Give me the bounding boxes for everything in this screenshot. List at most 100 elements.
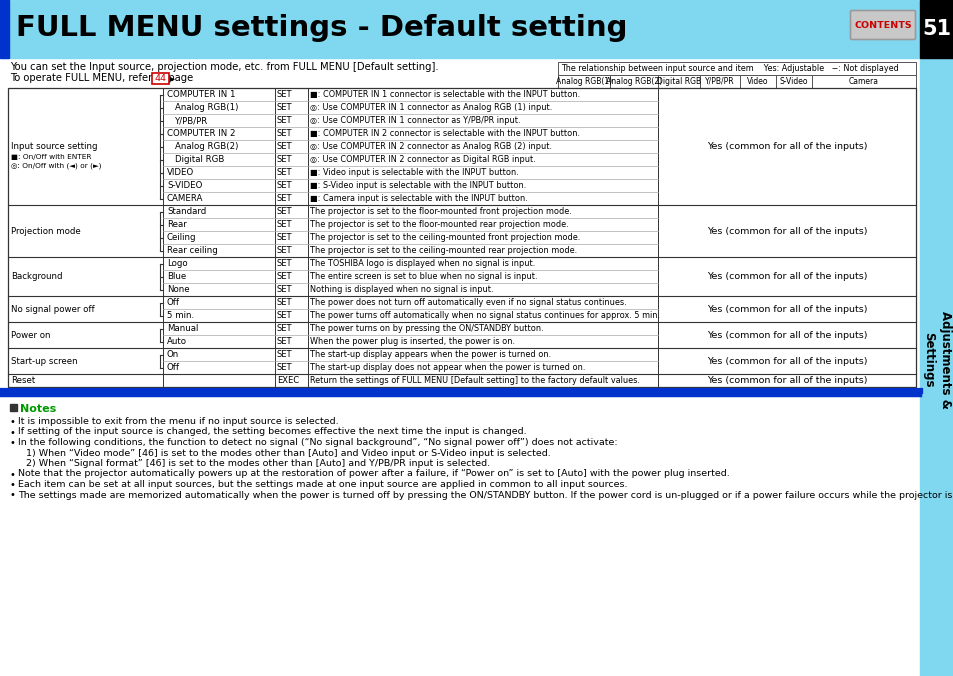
Text: ◎: Use COMPUTER IN 2 connector as Analog RGB (2) input.: ◎: Use COMPUTER IN 2 connector as Analog…	[310, 142, 552, 151]
Text: SET: SET	[276, 311, 293, 320]
Text: •: •	[10, 417, 16, 427]
Text: SET: SET	[276, 298, 293, 307]
Text: SET: SET	[276, 246, 293, 255]
Text: 51: 51	[922, 19, 950, 39]
Text: If setting of the input source is changed, the setting becomes effective the nex: If setting of the input source is change…	[18, 427, 526, 437]
Text: Yes (common for all of the inputs): Yes (common for all of the inputs)	[706, 356, 866, 366]
Text: EXEC: EXEC	[276, 376, 299, 385]
Text: ■: On/Off with ENTER: ■: On/Off with ENTER	[11, 153, 91, 160]
Text: Nothing is displayed when no signal is input.: Nothing is displayed when no signal is i…	[310, 285, 493, 294]
Text: Power on: Power on	[11, 331, 51, 339]
Text: Rear ceiling: Rear ceiling	[167, 246, 217, 255]
Text: 2) When “Signal format” [46] is set to the modes other than [Auto] and Y/PB/PR i: 2) When “Signal format” [46] is set to t…	[26, 459, 490, 468]
Text: ◎: Use COMPUTER IN 1 connector as Y/PB/PR input.: ◎: Use COMPUTER IN 1 connector as Y/PB/P…	[310, 116, 520, 125]
Text: ■: S-Video input is selectable with the INPUT button.: ■: S-Video input is selectable with the …	[310, 181, 526, 190]
Text: S-Video: S-Video	[779, 77, 807, 86]
Text: Video: Video	[746, 77, 768, 86]
Bar	[775, 75, 811, 88]
Text: Manual: Manual	[167, 324, 198, 333]
Text: ■: COMPUTER IN 2 connector is selectable with the INPUT button.: ■: COMPUTER IN 2 connector is selectable…	[310, 129, 579, 138]
Text: SET: SET	[276, 168, 293, 177]
Text: SET: SET	[276, 350, 293, 359]
Text: SET: SET	[276, 155, 293, 164]
Text: CONTENTS: CONTENTS	[853, 20, 911, 30]
Text: Rear: Rear	[167, 220, 187, 229]
Text: SET: SET	[276, 194, 293, 203]
Text: SET: SET	[276, 90, 293, 99]
Text: SET: SET	[276, 272, 293, 281]
Bar	[10, 404, 17, 411]
Text: Each item can be set at all input sources, but the settings made at one input so: Each item can be set at all input source…	[18, 480, 627, 489]
Text: The projector is set to the floor-mounted front projection mode.: The projector is set to the floor-mounte…	[310, 207, 571, 216]
Text: Y/PB/PR: Y/PB/PR	[704, 77, 734, 86]
Text: SET: SET	[276, 363, 293, 372]
Text: The TOSHIBA logo is displayed when no signal is input.: The TOSHIBA logo is displayed when no si…	[310, 259, 535, 268]
Text: Ceiling: Ceiling	[167, 233, 196, 242]
Text: Off: Off	[167, 298, 180, 307]
Text: SET: SET	[276, 337, 293, 346]
Text: Camera: Camera	[848, 77, 878, 86]
Text: When the power plug is inserted, the power is on.: When the power plug is inserted, the pow…	[310, 337, 515, 346]
Bar	[0, 0, 9, 58]
Text: ◎: Use COMPUTER IN 2 connector as Digital RGB input.: ◎: Use COMPUTER IN 2 connector as Digita…	[310, 155, 536, 164]
Bar	[740, 75, 775, 88]
Text: In the following conditions, the function to detect no signal (“No signal backgr: In the following conditions, the functio…	[18, 438, 617, 447]
Text: Background: Background	[11, 272, 63, 281]
Text: Adjustments &
Settings: Adjustments & Settings	[921, 311, 951, 409]
Bar	[658, 75, 700, 88]
Text: ■: COMPUTER IN 1 connector is selectable with the INPUT button.: ■: COMPUTER IN 1 connector is selectable…	[310, 90, 579, 99]
Text: Return the settings of FULL MENU [Default setting] to the factory default values: Return the settings of FULL MENU [Defaul…	[310, 376, 639, 385]
Text: S-VIDEO: S-VIDEO	[167, 181, 202, 190]
Text: •: •	[10, 427, 16, 437]
Text: SET: SET	[276, 116, 293, 125]
Bar	[8, 88, 915, 387]
Text: SET: SET	[276, 103, 293, 112]
Text: Start-up screen: Start-up screen	[11, 356, 77, 366]
Text: Digital RGB: Digital RGB	[174, 155, 224, 164]
Text: Projection mode: Projection mode	[11, 226, 81, 235]
Text: Reset: Reset	[11, 376, 35, 385]
Text: COMPUTER IN 1: COMPUTER IN 1	[167, 90, 235, 99]
Text: Yes (common for all of the inputs): Yes (common for all of the inputs)	[706, 142, 866, 151]
Text: ■: Video input is selectable with the INPUT button.: ■: Video input is selectable with the IN…	[310, 168, 518, 177]
Text: SET: SET	[276, 207, 293, 216]
Bar	[152, 73, 169, 84]
Text: Auto: Auto	[167, 337, 187, 346]
Text: The power turns off automatically when no signal status continues for approx. 5 : The power turns off automatically when n…	[310, 311, 659, 320]
Text: Yes (common for all of the inputs): Yes (common for all of the inputs)	[706, 331, 866, 339]
Text: The power turns on by pressing the ON/STANDBY button.: The power turns on by pressing the ON/ST…	[310, 324, 543, 333]
Text: Y/PB/PR: Y/PB/PR	[174, 116, 208, 125]
Text: CAMERA: CAMERA	[167, 194, 203, 203]
Text: •: •	[10, 470, 16, 479]
Text: Off: Off	[167, 363, 180, 372]
Text: ▸: ▸	[170, 73, 174, 83]
Text: ◎: On/Off with (◄) or (►): ◎: On/Off with (◄) or (►)	[11, 162, 101, 169]
Text: SET: SET	[276, 285, 293, 294]
Text: Analog RGB(2): Analog RGB(2)	[174, 142, 238, 151]
Text: 44: 44	[154, 74, 167, 83]
Text: SET: SET	[276, 220, 293, 229]
Text: The projector is set to the ceiling-mounted rear projection mode.: The projector is set to the ceiling-moun…	[310, 246, 577, 255]
Text: The relationship between input source and item    Yes: Adjustable   −: Not displ: The relationship between input source an…	[560, 64, 898, 73]
Text: Analog RGB(2): Analog RGB(2)	[605, 77, 661, 86]
Text: ■: Camera input is selectable with the INPUT button.: ■: Camera input is selectable with the I…	[310, 194, 527, 203]
Text: Notes: Notes	[20, 404, 56, 414]
Text: •: •	[10, 438, 16, 448]
Text: The settings made are memorized automatically when the power is turned off by pr: The settings made are memorized automati…	[18, 491, 953, 500]
Text: Yes (common for all of the inputs): Yes (common for all of the inputs)	[706, 226, 866, 235]
Text: The projector is set to the floor-mounted rear projection mode.: The projector is set to the floor-mounte…	[310, 220, 568, 229]
Bar	[919, 58, 953, 676]
Text: No signal power off: No signal power off	[11, 304, 94, 314]
Text: 5 min.: 5 min.	[167, 311, 193, 320]
Text: Blue: Blue	[167, 272, 186, 281]
Bar	[700, 75, 740, 88]
Text: Yes (common for all of the inputs): Yes (common for all of the inputs)	[706, 376, 866, 385]
Text: Digital RGB: Digital RGB	[657, 77, 700, 86]
Text: SET: SET	[276, 142, 293, 151]
Text: It is impossible to exit from the menu if no input source is selected.: It is impossible to exit from the menu i…	[18, 417, 338, 426]
Text: •: •	[10, 491, 16, 500]
Text: FULL MENU settings - Default setting: FULL MENU settings - Default setting	[16, 14, 627, 42]
Text: The start-up display does not appear when the power is turned on.: The start-up display does not appear whe…	[310, 363, 585, 372]
Text: 1) When “Video mode” [46] is set to the modes other than [Auto] and Video input : 1) When “Video mode” [46] is set to the …	[26, 448, 550, 458]
Text: The power does not turn off automatically even if no signal status continues.: The power does not turn off automaticall…	[310, 298, 626, 307]
